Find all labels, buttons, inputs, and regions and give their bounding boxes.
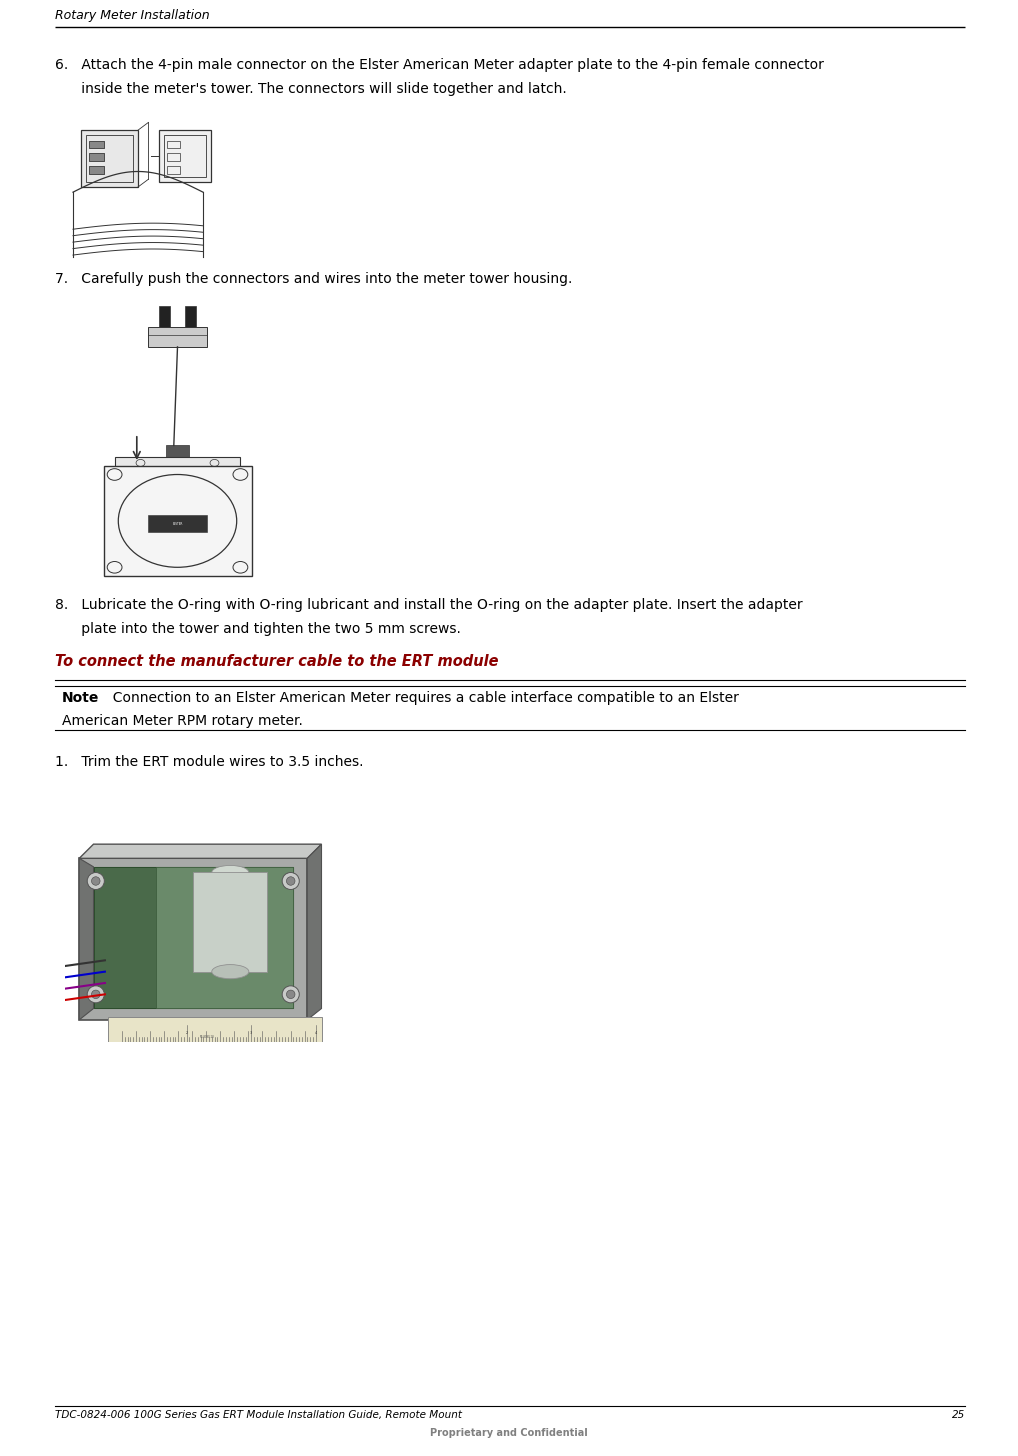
Text: Proprietary and Confidential: Proprietary and Confidential <box>431 1428 587 1439</box>
Bar <box>193 872 268 971</box>
Circle shape <box>88 872 104 890</box>
Bar <box>94 866 156 1009</box>
Circle shape <box>282 872 299 890</box>
Bar <box>166 446 188 457</box>
Text: 7.   Carefully push the connectors and wires into the meter tower housing.: 7. Carefully push the connectors and wir… <box>55 272 572 287</box>
Bar <box>159 306 170 326</box>
Bar <box>159 130 211 182</box>
Bar <box>89 166 104 175</box>
Bar <box>167 153 179 162</box>
Text: 25: 25 <box>952 1409 965 1420</box>
Ellipse shape <box>212 964 248 978</box>
Text: 8.   Lubricate the O-ring with O-ring lubricant and install the O-ring on the ad: 8. Lubricate the O-ring with O-ring lubr… <box>55 598 802 613</box>
Bar <box>156 866 293 1009</box>
Text: 1.   Trim the ERT module wires to 3.5 inches.: 1. Trim the ERT module wires to 3.5 inch… <box>55 756 363 770</box>
Polygon shape <box>79 844 322 859</box>
Text: To connect the manufacturer cable to the ERT module: To connect the manufacturer cable to the… <box>55 654 499 668</box>
Bar <box>164 135 206 176</box>
Text: 4: 4 <box>315 1031 317 1035</box>
Text: NS-8080-18: NS-8080-18 <box>201 1035 215 1038</box>
Circle shape <box>286 877 295 885</box>
Bar <box>89 153 104 162</box>
Text: 6.   Attach the 4-pin male connector on the Elster American Meter adapter plate : 6. Attach the 4-pin male connector on th… <box>55 58 824 71</box>
Polygon shape <box>79 859 94 1019</box>
Text: inside the meter's tower. The connectors will slide together and latch.: inside the meter's tower. The connectors… <box>55 82 567 96</box>
Circle shape <box>88 986 104 1003</box>
Polygon shape <box>79 859 307 1019</box>
Bar <box>89 153 104 162</box>
Bar <box>104 466 251 577</box>
Text: Connection to an Elster American Meter requires a cable interface compatible to : Connection to an Elster American Meter r… <box>104 692 739 705</box>
Bar <box>167 166 179 175</box>
Bar <box>86 135 132 182</box>
Bar <box>80 130 138 186</box>
Bar <box>89 140 104 149</box>
Bar <box>148 515 207 533</box>
Polygon shape <box>94 866 293 1009</box>
Bar <box>185 306 196 326</box>
Ellipse shape <box>212 865 248 879</box>
Bar <box>89 166 104 175</box>
Bar <box>115 457 240 469</box>
Text: American Meter RPM rotary meter.: American Meter RPM rotary meter. <box>62 715 303 728</box>
Circle shape <box>286 990 295 999</box>
Polygon shape <box>307 844 322 1019</box>
Bar <box>167 140 179 149</box>
Text: Rotary Meter Installation: Rotary Meter Installation <box>55 9 210 22</box>
Text: Note: Note <box>62 692 100 705</box>
Bar <box>148 326 207 347</box>
Text: ELSTER: ELSTER <box>172 521 182 526</box>
Circle shape <box>282 986 299 1003</box>
Text: 2: 2 <box>185 1031 187 1035</box>
Text: 3: 3 <box>250 1031 252 1035</box>
Bar <box>108 1016 322 1042</box>
Circle shape <box>92 990 100 999</box>
Circle shape <box>92 877 100 885</box>
Text: TDC-0824-006 100G Series Gas ERT Module Installation Guide, Remote Mount: TDC-0824-006 100G Series Gas ERT Module … <box>55 1409 462 1420</box>
Text: plate into the tower and tighten the two 5 mm screws.: plate into the tower and tighten the two… <box>55 622 461 636</box>
Bar <box>89 140 104 149</box>
